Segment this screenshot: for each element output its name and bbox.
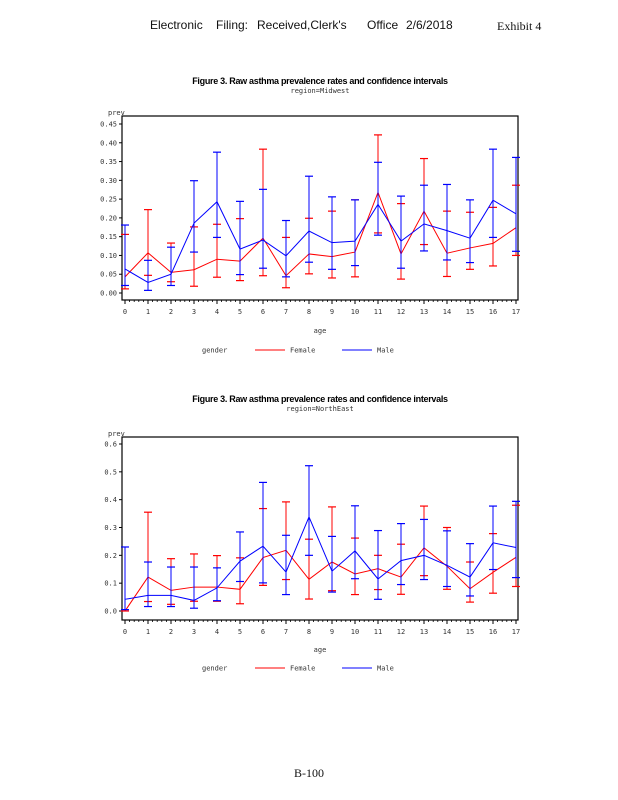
series-line — [124, 190, 517, 278]
x-tick-label: 0 — [123, 628, 127, 636]
exhibit-label: Exhibit 4 — [497, 19, 542, 33]
x-tick-label: 2 — [169, 308, 173, 316]
x-tick-label: 5 — [238, 308, 242, 316]
x-tick-label: 0 — [123, 308, 127, 316]
series-female — [121, 501, 520, 612]
x-tick-label: 6 — [261, 308, 265, 316]
x-tick-label: 1 — [146, 308, 150, 316]
x-tick-label: 1 — [146, 628, 150, 636]
plot-frame — [121, 436, 519, 621]
page-number: B-100 — [294, 766, 324, 780]
chart-title: Figure 3. Raw asthma prevalence rates an… — [192, 394, 448, 404]
x-tick-label: 11 — [374, 308, 382, 316]
y-tick-label: 0.3 — [104, 524, 117, 532]
legend-label-female: Female — [290, 347, 315, 355]
header-filing: Filing: — [216, 18, 249, 32]
x-tick-label: 15 — [466, 308, 474, 316]
x-tick-label: 13 — [420, 628, 428, 636]
x-tick-label: 14 — [443, 628, 451, 636]
y-tick-label: 0.25 — [100, 196, 117, 204]
y-tick-label: 0.10 — [100, 252, 117, 260]
chart-midwest: Figure 3. Raw asthma prevalence rates an… — [100, 76, 520, 355]
x-tick-label: 2 — [169, 628, 173, 636]
y-tick-label: 0.45 — [100, 121, 117, 129]
y-tick-label: 0.4 — [104, 496, 117, 504]
x-tick-label: 4 — [215, 628, 219, 636]
plot-frame — [121, 115, 519, 301]
x-tick-label: 5 — [238, 628, 242, 636]
x-tick-label: 8 — [307, 308, 311, 316]
x-tick-label: 7 — [284, 628, 288, 636]
series-male — [121, 148, 520, 291]
x-tick-label: 17 — [512, 628, 520, 636]
x-tick-label: 17 — [512, 308, 520, 316]
y-tick-label: 0.05 — [100, 271, 117, 279]
x-tick-label: 12 — [397, 628, 405, 636]
y-tick-label: 0.00 — [100, 290, 117, 298]
x-tick-label: 10 — [351, 308, 359, 316]
x-tick-label: 13 — [420, 308, 428, 316]
series-line — [124, 547, 517, 612]
header-electronic: Electronic — [150, 18, 203, 32]
y-axis-label: prev — [108, 109, 125, 117]
header-received: Received,Clerk's — [257, 18, 347, 32]
series-line — [124, 199, 517, 284]
legend-title: gender — [202, 665, 227, 673]
x-axis-label: age — [314, 327, 327, 335]
y-tick-label: 0.0 — [104, 608, 117, 616]
x-tick-label: 8 — [307, 628, 311, 636]
y-tick-label: 0.30 — [100, 177, 117, 185]
x-tick-label: 16 — [489, 308, 497, 316]
legend-label-female: Female — [290, 665, 315, 673]
x-tick-label: 7 — [284, 308, 288, 316]
header-office: Office — [367, 18, 399, 32]
x-tick-label: 4 — [215, 308, 219, 316]
legend-label-male: Male — [377, 665, 394, 673]
x-tick-label: 10 — [351, 628, 359, 636]
x-tick-label: 9 — [330, 628, 334, 636]
y-tick-label: 0.5 — [104, 468, 117, 476]
x-tick-label: 3 — [192, 628, 196, 636]
chart-subtitle: region=Midwest — [290, 87, 349, 95]
x-axis-label: age — [314, 646, 327, 654]
legend: gender Female Male — [202, 665, 394, 673]
y-tick-label: 0.6 — [104, 441, 117, 449]
chart-title: Figure 3. Raw asthma prevalence rates an… — [192, 76, 448, 86]
legend: gender Female Male — [202, 347, 394, 355]
x-tick-label: 3 — [192, 308, 196, 316]
x-tick-label: 11 — [374, 628, 382, 636]
y-tick-label: 0.1 — [104, 580, 117, 588]
x-tick-label: 12 — [397, 308, 405, 316]
x-tick-label: 9 — [330, 308, 334, 316]
x-tick-label: 16 — [489, 628, 497, 636]
x-tick-label: 6 — [261, 628, 265, 636]
x-tick-label: 15 — [466, 628, 474, 636]
legend-title: gender — [202, 347, 227, 355]
x-tick-label: 14 — [443, 308, 451, 316]
chart-northeast: Figure 3. Raw asthma prevalence rates an… — [104, 394, 520, 673]
legend-label-male: Male — [377, 347, 394, 355]
y-axis-label: prev — [108, 430, 125, 438]
y-tick-label: 0.35 — [100, 158, 117, 166]
y-tick-label: 0.20 — [100, 214, 117, 222]
series-male — [121, 465, 520, 611]
y-tick-label: 0.2 — [104, 552, 117, 560]
series-line — [124, 515, 517, 601]
header-date: 2/6/2018 — [406, 18, 453, 32]
chart-subtitle: region=NorthEast — [286, 405, 353, 413]
y-tick-label: 0.15 — [100, 233, 117, 241]
y-tick-label: 0.40 — [100, 139, 117, 147]
